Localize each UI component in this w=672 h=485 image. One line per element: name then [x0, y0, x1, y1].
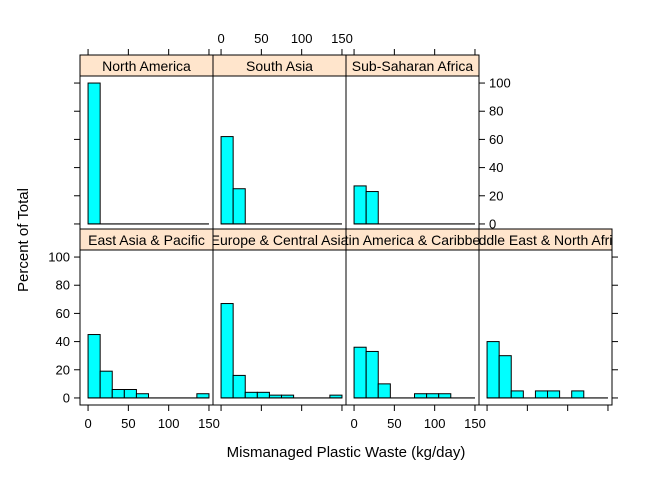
panel-europe-central-asia: Europe & Central Asia — [211, 228, 349, 406]
x-tick-label: 100 — [424, 416, 446, 431]
histogram-bar — [365, 191, 379, 225]
histogram-bar — [87, 82, 101, 225]
x-tick-label: 0 — [350, 416, 357, 431]
histogram-bar — [377, 383, 391, 399]
histogram-bar — [353, 185, 367, 225]
strip-label: Middle East & North Africa — [464, 232, 628, 248]
panel-east-asia-pacific: East Asia & Pacific — [79, 228, 214, 406]
panel-border — [478, 249, 613, 406]
x-tick-label: 150 — [331, 31, 353, 46]
panel-sub-saharan-africa: Sub-Saharan Africa — [345, 54, 480, 232]
strip-label: Sub-Saharan Africa — [352, 58, 474, 74]
y-tick-label: 20 — [489, 188, 503, 203]
histogram-bar — [232, 374, 246, 399]
y-tick-label: 60 — [489, 132, 503, 147]
histogram-bar — [510, 390, 524, 399]
histogram-bar — [438, 393, 452, 399]
histogram-bar — [498, 355, 512, 399]
y-tick-label: 60 — [56, 306, 70, 321]
panel-latin-america-caribbean: Latin America & Caribbean — [329, 228, 496, 406]
strip-label: South Asia — [246, 58, 313, 74]
strip-label: North America — [102, 58, 191, 74]
panel-middle-east-north-africa: Middle East & North Africa — [464, 228, 628, 406]
x-tick-label: 0 — [217, 31, 224, 46]
histogram-bar — [571, 390, 585, 399]
histogram-bar — [244, 391, 258, 399]
y-tick-label: 100 — [48, 250, 70, 265]
histogram-bar — [123, 389, 137, 399]
y-tick-label: 40 — [56, 334, 70, 349]
histogram-bar — [426, 393, 440, 399]
histogram-bar — [256, 391, 270, 399]
x-tick-label: 50 — [121, 416, 135, 431]
histogram-bar — [220, 303, 234, 399]
strip-label: East Asia & Pacific — [88, 232, 205, 248]
histogram-bar — [99, 370, 113, 399]
histogram-bar — [365, 350, 379, 399]
panel-south-asia: South Asia — [212, 54, 347, 232]
y-axis-label: Percent of Total — [15, 188, 32, 292]
histogram-bar — [547, 390, 561, 399]
y-tick-label: 40 — [489, 160, 503, 175]
x-tick-label: 150 — [464, 416, 486, 431]
x-tick-label: 0 — [84, 416, 91, 431]
histogram-bar — [414, 393, 428, 399]
x-axis-label: Mismanaged Plastic Waste (kg/day) — [227, 444, 466, 461]
x-tick-label: 150 — [198, 416, 220, 431]
panels-layer: North America South Asia Sub-Saharan Afric… — [79, 54, 628, 406]
y-tick-label: 0 — [63, 390, 70, 405]
histogram-bar — [353, 346, 367, 399]
x-tick-label: 50 — [254, 31, 268, 46]
x-tick-label: 100 — [291, 31, 313, 46]
y-tick-label: 20 — [56, 362, 70, 377]
y-tick-label: 80 — [56, 278, 70, 293]
histogram-bar — [196, 393, 210, 399]
y-tick-label: 80 — [489, 104, 503, 119]
axes-layer: 0 50 100 150 0 50 100 150 0 50 100 150 0 20 40 60 80 100 0… — [48, 31, 618, 431]
histogram-bar — [232, 188, 246, 225]
histogram-bar — [534, 390, 549, 399]
y-tick-label: 100 — [489, 76, 511, 91]
y-tick-label: 0 — [489, 216, 496, 231]
x-tick-label: 50 — [387, 416, 401, 431]
histogram-bar — [87, 334, 101, 399]
histogram-bar — [220, 136, 234, 225]
strip-label: Latin America & Caribbean — [329, 232, 496, 248]
panel-north-america: North America — [79, 54, 214, 232]
x-tick-label: 100 — [158, 416, 180, 431]
strip-label: Europe & Central Asia — [211, 232, 349, 248]
histogram-bar — [111, 389, 125, 399]
histogram-bar — [135, 393, 150, 399]
histogram-bar — [486, 341, 500, 399]
